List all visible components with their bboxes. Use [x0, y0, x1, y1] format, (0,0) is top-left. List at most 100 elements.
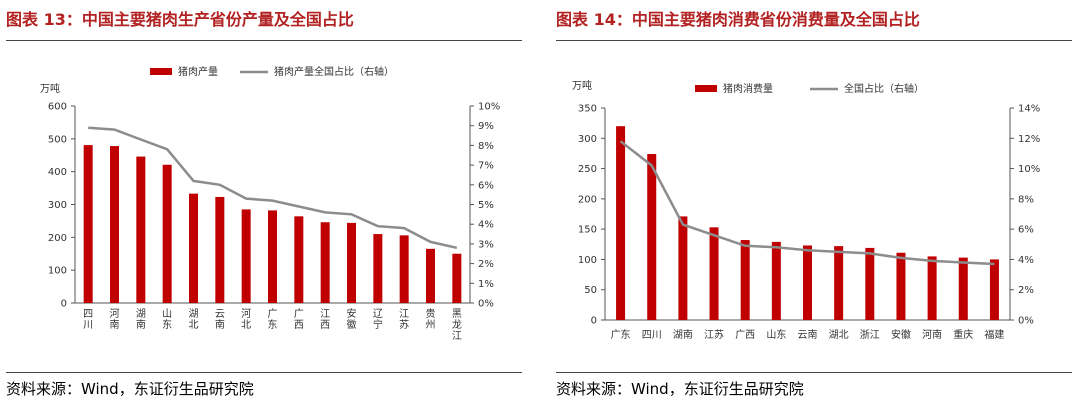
legend-bar-swatch [695, 85, 717, 92]
bar [647, 154, 657, 320]
right-tick-label: 12% [1018, 134, 1040, 145]
left-tick-label: 350 [578, 104, 597, 115]
x-tick-label: 安徽 [347, 307, 357, 331]
bar [927, 256, 937, 320]
bar [320, 222, 330, 303]
bar [241, 209, 251, 303]
x-tick-label: 云南 [798, 328, 818, 341]
left-tick-label: 250 [578, 164, 597, 175]
bar [215, 196, 225, 303]
legend-line-label: 猪肉产量全国占比（右轴） [274, 65, 394, 78]
right-tick-label: 8% [1018, 194, 1034, 205]
figure-13: 图表 13：中国主要猪肉生产省份产量及全国占比 万吨 0 100 200 300 400 5… [6, 10, 522, 398]
left-tick-label: 150 [578, 225, 597, 236]
figure-14-source: 资料来源：Wind，东证衍生品研究院 [556, 380, 804, 398]
left-tick-label: 400 [48, 167, 67, 178]
x-tick-label: 黑龙江 [452, 308, 462, 342]
figure-13-source: 资料来源：Wind，东证衍生品研究院 [6, 380, 254, 398]
left-tick-label: 200 [48, 233, 67, 244]
figure-14: 图表 14：中国主要猪肉消费省份消费量及全国占比 万吨 0 50 100 150 200 2… [550, 0, 1080, 416]
right-tick-label: 6% [478, 180, 494, 191]
bar [834, 246, 844, 320]
x-tick-label: 河南 [110, 308, 120, 331]
share-line [619, 140, 995, 266]
bar [803, 245, 812, 320]
x-tick-label: 河南 [922, 328, 942, 341]
bar [865, 247, 875, 320]
x-tick-label: 江西 [320, 308, 330, 331]
chart-13: 万吨 0 100 200 300 400 500 600 0% 1% 2% 3% 4% 5% 6% 7% 8% 9… [40, 65, 500, 342]
left-tick-label: 300 [48, 200, 67, 211]
left-tick-label: 600 [48, 102, 67, 113]
x-tick-label: 四川 [642, 330, 662, 341]
left-tick-label: 200 [578, 194, 597, 205]
legend-bar-swatch [150, 68, 172, 75]
bar [347, 222, 356, 303]
right-tick-label: 9% [478, 121, 494, 132]
x-tick-label: 四川 [83, 309, 93, 331]
right-tick-label: 10% [1018, 164, 1040, 175]
right-tick-label: 10% [478, 102, 500, 113]
bar [268, 210, 277, 303]
right-tick-label: 6% [1018, 225, 1034, 236]
left-tick-label: 0 [591, 316, 597, 327]
bar [958, 257, 968, 320]
x-tick-label: 山东 [162, 308, 172, 331]
right-tick-label: 1% [478, 279, 494, 290]
bar [83, 145, 93, 303]
x-tick-label: 湖南 [136, 308, 146, 331]
right-tick-label: 5% [478, 200, 494, 211]
left-tick-label: 50 [584, 285, 597, 296]
right-tick-label: 0% [1018, 316, 1034, 327]
x-tick-label: 福建 [984, 328, 1004, 341]
legend-bar-label: 猪肉消费量 [723, 82, 773, 95]
right-tick-label: 2% [1018, 285, 1034, 296]
x-tick-label: 江苏 [399, 308, 409, 331]
bar [399, 235, 409, 303]
chart-14: 万吨 0 50 100 150 200 250 300 350 0% 2% 4% 6% 8% 10% 12% 1… [572, 79, 1040, 341]
right-tick-label: 4% [1018, 255, 1034, 266]
y-unit-label: 万吨 [572, 79, 592, 92]
x-tick-label: 河北 [241, 308, 251, 331]
x-tick-label: 山东 [766, 328, 786, 341]
y-unit-label: 万吨 [40, 82, 60, 95]
bar [110, 146, 119, 303]
bar [373, 234, 383, 303]
title-rule [6, 40, 522, 41]
bar [616, 126, 626, 321]
bar [294, 216, 304, 303]
bar [452, 253, 462, 303]
x-tick-label: 辽宁 [373, 308, 383, 331]
left-tick-label: 100 [578, 255, 597, 266]
left-tick-label: 100 [48, 266, 67, 277]
legend-line-label: 全国占比（右轴） [844, 82, 924, 95]
x-tick-label: 湖北 [829, 329, 849, 341]
right-tick-label: 7% [478, 161, 494, 172]
bar [709, 227, 719, 320]
source-rule [556, 372, 1072, 373]
bar [740, 240, 750, 320]
right-tick-label: 2% [478, 259, 494, 270]
right-tick-label: 3% [478, 239, 494, 250]
left-tick-label: 0 [61, 299, 67, 310]
right-tick-label: 8% [478, 141, 494, 152]
x-tick-label: 江苏 [704, 328, 724, 341]
bar [426, 248, 435, 303]
legend-bar-label: 猪肉产量 [178, 65, 218, 78]
x-tick-label: 浙江 [860, 329, 880, 341]
figure-13-title: 图表 13：中国主要猪肉生产省份产量及全国占比 [6, 10, 354, 29]
bar [162, 164, 172, 303]
share-line [88, 126, 458, 250]
bar [896, 252, 906, 320]
source-rule [6, 372, 522, 373]
x-tick-label: 重庆 [953, 328, 973, 341]
right-tick-label: 0% [478, 299, 494, 310]
left-tick-label: 300 [578, 134, 597, 145]
x-tick-label: 广东 [268, 308, 278, 331]
bar [189, 193, 198, 303]
right-tick-label: 4% [478, 220, 494, 231]
bar [989, 259, 999, 320]
x-tick-label: 湖北 [189, 308, 199, 331]
left-tick-label: 500 [48, 134, 67, 145]
x-tick-label: 广西 [294, 308, 304, 331]
